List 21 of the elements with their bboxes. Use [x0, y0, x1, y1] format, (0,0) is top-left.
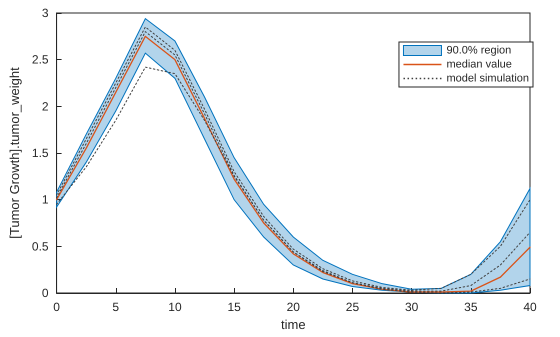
y-tick-label: 2.5	[32, 52, 49, 67]
x-tick-label: 25	[346, 300, 360, 314]
y-tick-label: 1	[42, 192, 49, 207]
y-tick-label: 0.5	[32, 239, 49, 254]
legend-label: 90.0% region	[446, 44, 512, 56]
x-tick-label: 40	[523, 300, 537, 314]
y-tick-label: 3	[42, 6, 49, 20]
x-tick-label: 20	[286, 300, 300, 314]
x-tick-label: 5	[112, 300, 120, 314]
y-axis-title: [Tumor Growth].tumor_weight	[7, 66, 22, 239]
x-tick-label: 30	[404, 300, 419, 314]
x-tick-label: 35	[464, 300, 478, 314]
y-tick-label: 2	[42, 99, 49, 114]
y-tick-label: 0	[42, 286, 49, 300]
x-tick-label: 0	[53, 300, 60, 314]
x-tick-label: 15	[227, 300, 242, 314]
x-tick-label: 10	[168, 300, 182, 314]
legend-label: median value	[446, 58, 512, 70]
y-tick-label: 1.5	[32, 146, 49, 160]
x-axis-title: time	[281, 316, 306, 332]
legend-label: model simulation	[446, 72, 530, 84]
